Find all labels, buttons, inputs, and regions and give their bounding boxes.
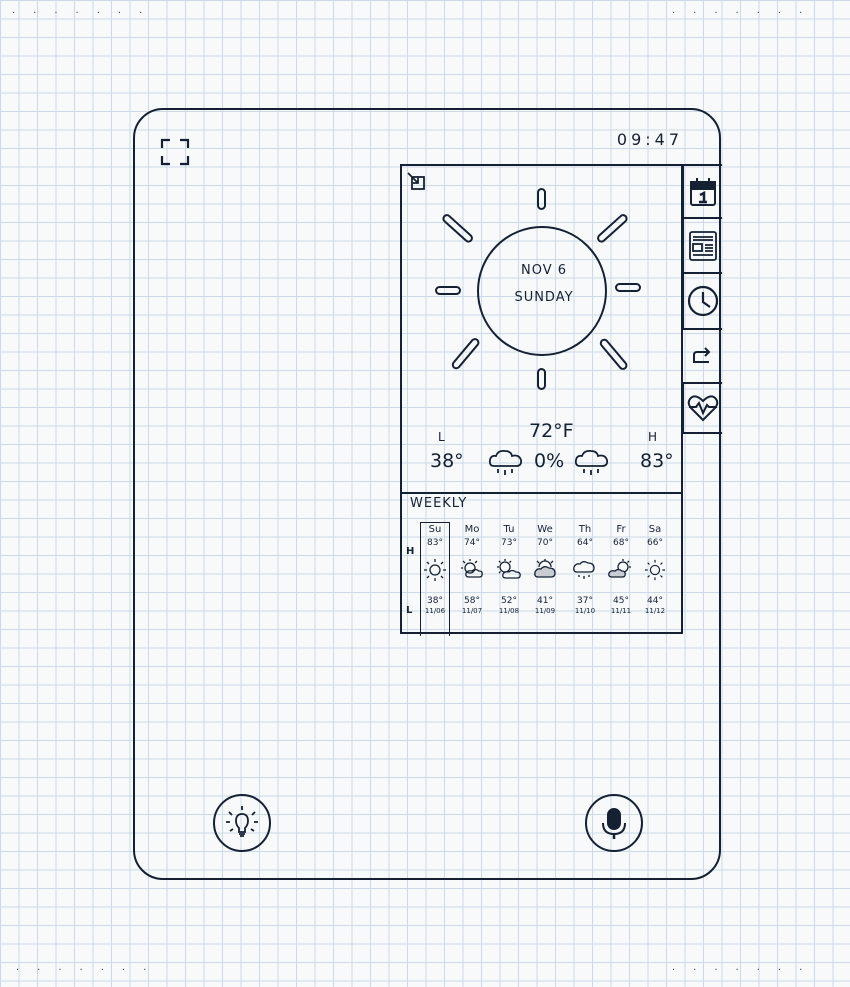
high-row-label: H bbox=[406, 546, 415, 557]
side-tab-bar bbox=[682, 164, 722, 434]
minimize-icon[interactable] bbox=[406, 170, 430, 194]
clock-icon bbox=[687, 285, 719, 317]
news-icon bbox=[689, 230, 717, 261]
precipitation-chance: 0% bbox=[534, 450, 565, 472]
device-frame: 09:47 NOV 6 SUNDAY L 72°F H 38° bbox=[133, 108, 722, 880]
low-row-label: L bbox=[406, 605, 413, 616]
sunny-icon bbox=[638, 552, 672, 588]
fullscreen-icon[interactable] bbox=[160, 138, 190, 166]
rain-icon bbox=[568, 552, 602, 588]
grid-dots: ······· bbox=[12, 8, 161, 19]
current-temperature: 72°F bbox=[529, 420, 574, 442]
microphone-icon bbox=[602, 808, 626, 839]
forecast-day[interactable]: Th 64° 37° 11/10 bbox=[568, 524, 602, 615]
high-label: H bbox=[648, 430, 658, 444]
health-icon bbox=[687, 395, 719, 422]
forecast-day[interactable]: Su 83° 38° 11/06 bbox=[418, 524, 452, 615]
grid-dots: ······· bbox=[672, 8, 821, 19]
weekly-forecast: WEEKLY H L Su 83° 38° 11/06 Mo 74° 58° bbox=[402, 492, 681, 636]
sunny-icon bbox=[418, 552, 452, 588]
rain-cloud-icon bbox=[488, 448, 524, 482]
weather-widget: NOV 6 SUNDAY L 72°F H 38° 0% 83° bbox=[400, 164, 683, 636]
today-highlight bbox=[420, 522, 450, 636]
low-label: L bbox=[438, 430, 445, 444]
weather-date: NOV 6 bbox=[520, 263, 568, 278]
rain-cloud-icon bbox=[574, 448, 610, 482]
partly-sunny-icon bbox=[455, 552, 489, 588]
cloudy-sun-icon bbox=[528, 552, 562, 588]
voice-button[interactable] bbox=[585, 794, 643, 852]
forecast-day[interactable]: Mo 74° 58° 11/07 bbox=[455, 524, 489, 615]
calendar-icon bbox=[690, 177, 716, 206]
current-conditions: L 72°F H 38° 0% 83° bbox=[402, 420, 682, 490]
partly-cloudy-icon bbox=[492, 552, 526, 588]
status-time: 09:47 bbox=[616, 130, 683, 149]
forecast-day[interactable]: Tu 73° 52° 11/08 bbox=[492, 524, 526, 615]
return-icon bbox=[693, 347, 711, 363]
grid-dots: ······· bbox=[16, 965, 165, 976]
tab-clock[interactable] bbox=[682, 274, 722, 330]
partly-cloudy-icon bbox=[604, 552, 638, 588]
weekly-title: WEEKLY bbox=[410, 496, 468, 511]
lightbulb-icon bbox=[226, 806, 258, 837]
tab-health[interactable] bbox=[682, 382, 722, 434]
forecast-day[interactable]: We 70° 41° 11/09 bbox=[528, 524, 562, 615]
grid-dots: ······· bbox=[672, 965, 821, 976]
weather-weekday: SUNDAY bbox=[514, 290, 574, 305]
high-temperature: 83° bbox=[640, 450, 674, 472]
tips-button[interactable] bbox=[213, 794, 271, 852]
tab-return[interactable] bbox=[682, 330, 722, 382]
tab-news[interactable] bbox=[682, 219, 722, 274]
sun-illustration bbox=[435, 188, 641, 390]
tab-calendar[interactable] bbox=[682, 164, 722, 219]
forecast-day[interactable]: Fr 68° 45° 11/11 bbox=[604, 524, 638, 615]
forecast-day[interactable]: Sa 66° 44° 11/12 bbox=[638, 524, 672, 615]
low-temperature: 38° bbox=[430, 450, 464, 472]
